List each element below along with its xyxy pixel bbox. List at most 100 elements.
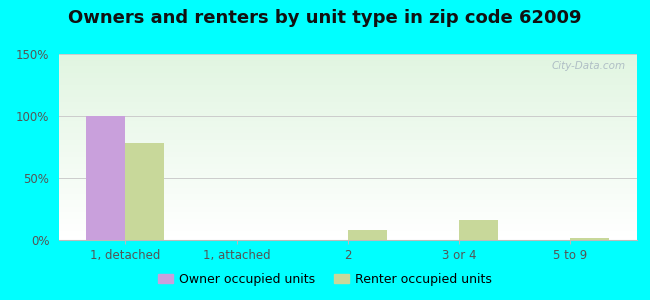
Bar [58,212,637,213]
Bar [58,166,637,167]
Bar [58,195,637,196]
Bar [58,106,637,107]
Bar [58,228,637,229]
Text: City-Data.com: City-Data.com [551,61,625,71]
Bar [58,123,637,124]
Bar [58,130,637,131]
Bar [58,107,637,108]
Bar [58,103,637,104]
Bar [58,85,637,86]
Bar [58,211,637,212]
Bar [58,234,637,235]
Bar [58,221,637,222]
Bar [58,213,637,214]
Bar [58,177,637,178]
Bar [58,61,637,62]
Bar [58,160,637,161]
Bar [348,230,387,240]
Bar [58,151,637,152]
Bar [58,128,637,129]
Bar [58,222,637,223]
Bar [58,94,637,95]
Bar [58,102,637,103]
Bar [58,134,637,135]
Bar [58,156,637,157]
Bar [58,171,637,172]
Bar [58,75,637,76]
Bar [58,69,637,70]
Bar [58,220,637,221]
Bar [58,190,637,191]
Bar [58,231,637,232]
Bar [58,193,637,194]
Bar [58,76,637,77]
Bar [58,144,637,145]
Bar [58,209,637,210]
Bar [58,225,637,226]
Bar [58,164,637,165]
Bar [58,152,637,153]
Bar [58,174,637,175]
Bar [58,119,637,120]
Bar [58,91,637,92]
Bar [58,112,637,113]
Bar [58,208,637,209]
Bar [58,237,637,238]
Bar [58,63,637,64]
Bar [58,170,637,171]
Bar [58,55,637,56]
Bar [58,157,637,158]
Bar [58,126,637,127]
Bar [58,136,637,137]
Bar [58,181,637,182]
Bar [58,143,637,144]
Bar [58,77,637,78]
Bar [58,173,637,174]
Bar [58,104,637,105]
Bar [58,216,637,217]
Bar [58,172,637,173]
Bar [58,116,637,117]
Bar [58,192,637,193]
Bar [58,79,637,80]
Bar [58,133,637,134]
Bar [58,140,637,141]
Bar [58,200,637,201]
Bar [58,117,637,118]
Bar [58,182,637,183]
Bar [58,210,637,211]
Bar [58,62,637,63]
Bar [58,86,637,88]
Bar [58,96,637,97]
Bar [58,145,637,146]
Bar [58,89,637,90]
Bar [58,233,637,234]
Bar [58,214,637,215]
Bar [58,78,637,79]
Bar [58,100,637,101]
Bar [58,57,637,58]
Text: Owners and renters by unit type in zip code 62009: Owners and renters by unit type in zip c… [68,9,582,27]
Bar [58,100,637,101]
Bar [58,186,637,187]
Bar [58,159,637,160]
Bar [58,65,637,66]
Bar [58,93,637,94]
Bar [58,141,637,142]
Bar [58,105,637,106]
Bar [58,118,637,119]
Bar [58,169,637,170]
Bar [58,114,637,116]
Bar [58,98,637,99]
Bar [58,71,637,72]
Bar [58,229,637,230]
Bar [58,187,637,188]
Bar [58,197,637,198]
Bar [58,56,637,57]
Bar [58,80,637,81]
Bar [58,81,637,82]
Bar [58,146,637,147]
Legend: Owner occupied units, Renter occupied units: Owner occupied units, Renter occupied un… [153,268,497,291]
Bar [58,149,637,150]
Bar [58,215,637,216]
